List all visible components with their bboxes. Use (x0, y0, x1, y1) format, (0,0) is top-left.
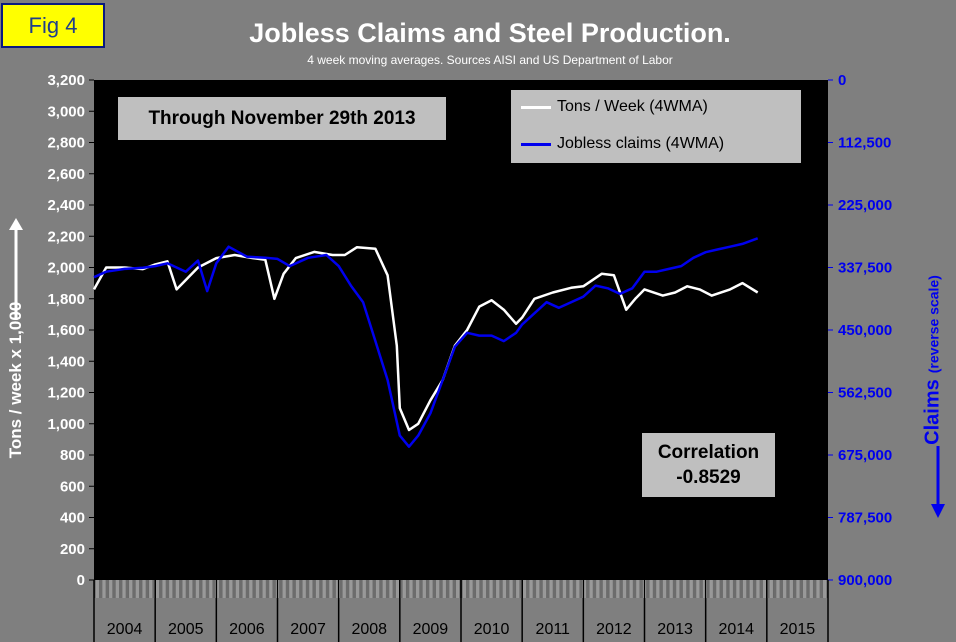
legend-item-tons: Tons / Week (4WMA) (521, 98, 708, 116)
through-date-box: Through November 29th 2013 (118, 97, 446, 140)
y-axis-label-right: Claims (reverse scale) (922, 275, 945, 445)
series-layer (92, 237, 759, 448)
y-tick-label: 3,200 (47, 72, 85, 89)
legend-swatch-tons (521, 105, 551, 109)
x-tick-label: 2008 (351, 621, 387, 638)
y2-tick-label: 900,000 (838, 572, 892, 589)
y-tick-label: 800 (60, 447, 85, 464)
y-tick-label: 2,800 (47, 135, 85, 152)
y-tick-label: 200 (60, 541, 85, 558)
chart-subtitle: 4 week moving averages. Sources AISI and… (307, 53, 673, 67)
y-tick-label: 1,400 (47, 353, 85, 370)
x-tick-label: 2015 (780, 621, 816, 638)
y-tick-label: 1,800 (47, 291, 85, 308)
y-tick-label: 3,000 (47, 103, 85, 120)
y2-tick-label: 0 (838, 72, 846, 89)
legend-swatch-claims (521, 142, 551, 146)
y2-axis-note: (reverse scale) (925, 275, 942, 374)
y2-axis-title: Claims (921, 379, 944, 445)
x-tick-label: 2005 (168, 621, 204, 638)
y-tick-label: 2,200 (47, 228, 85, 245)
up-arrow-head-icon (9, 218, 23, 230)
right-axis: 0 112,500 225,000 337,500 450,000 562,500 675,… (828, 72, 892, 589)
x-tick-label: 2006 (229, 621, 265, 638)
y2-tick-label: 337,500 (838, 260, 892, 277)
y2-tick-label: 562,500 (838, 385, 892, 402)
y2-tick-label: 112,500 (838, 135, 891, 152)
chart-title: Jobless Claims and Steel Production. (249, 18, 731, 48)
correlation-value: -0.8529 (676, 467, 741, 488)
legend-label-tons: Tons / Week (4WMA) (557, 98, 708, 115)
series-line-claims (93, 237, 759, 448)
x-tick-label: 2004 (107, 621, 143, 638)
x-tick-label: 2012 (596, 621, 632, 638)
x-tick-label: 2011 (536, 621, 571, 638)
x-tick-label: 2009 (413, 621, 449, 638)
figure-badge: Fig 4 (1, 3, 105, 48)
legend-label-claims: Jobless claims (4WMA) (557, 135, 725, 152)
down-arrow-head-icon (931, 504, 945, 518)
correlation-label: Correlation (657, 442, 760, 463)
x-tick-label: 2013 (657, 621, 693, 638)
correlation-box: Correlation -0.8529 (642, 433, 775, 497)
series-line-tons (92, 245, 759, 432)
legend-item-claims: Jobless claims (4WMA) (521, 135, 724, 153)
y-tick-label: 1,000 (47, 416, 85, 433)
left-axis: 0 200 400 600 800 1,000 1,200 1,400 1,600 1,800 2,… (47, 72, 94, 589)
y-tick-label: 0 (77, 572, 85, 589)
y2-tick-label: 787,500 (838, 510, 892, 527)
y2-tick-label: 675,000 (838, 447, 892, 464)
y2-tick-label: 450,000 (838, 322, 892, 339)
x-axis: 2004 2005 2006 2007 2008 2009 2010 2011 2012 2013… (93, 580, 829, 642)
x-tick-label: 2010 (474, 621, 510, 638)
legend: Tons / Week (4WMA) Jobless claims (4WMA) (511, 90, 801, 163)
y-tick-label: 2,400 (47, 197, 85, 214)
y-tick-label: 400 (60, 510, 85, 527)
y-tick-label: 1,200 (47, 385, 85, 402)
x-tick-label: 2014 (718, 621, 754, 638)
y-tick-label: 2,600 (47, 166, 85, 183)
y-tick-label: 1,600 (47, 322, 85, 339)
y-axis-label-left: Tons / week x 1,000 (6, 301, 25, 459)
axis-arrows (9, 218, 945, 518)
y-tick-label: 600 (60, 478, 85, 495)
y-tick-label: 2,000 (47, 260, 85, 277)
x-tick-label: 2007 (290, 621, 326, 638)
y2-tick-label: 225,000 (838, 197, 892, 214)
